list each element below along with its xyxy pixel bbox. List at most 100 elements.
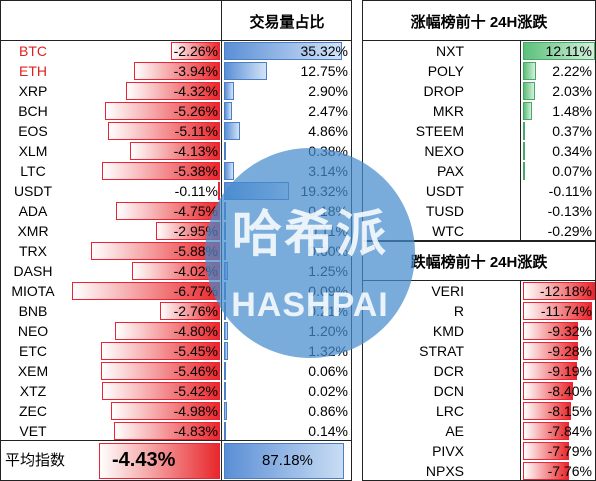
share-label: 2.90% bbox=[308, 83, 348, 99]
value-label: -9.32% bbox=[547, 323, 592, 339]
table-row: BCH -5.26% 2.47% bbox=[0, 101, 352, 121]
value-label: -7.84% bbox=[547, 423, 592, 439]
coin-name: XMR bbox=[17, 223, 49, 239]
coin-name: TRX bbox=[19, 243, 47, 259]
table-row: NXT 12.11% bbox=[362, 41, 596, 61]
value-label: 0.34% bbox=[552, 143, 592, 159]
change-label: -5.11% bbox=[174, 123, 218, 139]
change-label: -5.45% bbox=[173, 343, 218, 359]
footer-share-bar bbox=[224, 443, 344, 479]
coin-name: LRC bbox=[435, 403, 464, 419]
coin-name: XEM bbox=[17, 363, 49, 379]
coin-name: USDT bbox=[13, 183, 53, 199]
table-row: DCN -8.40% bbox=[362, 381, 596, 401]
value-bar bbox=[523, 62, 537, 80]
value-label: -8.40% bbox=[547, 383, 592, 399]
table-row: DCR -9.19% bbox=[362, 361, 596, 381]
table-row: DROP 2.03% bbox=[362, 81, 596, 101]
table-row: USDT -0.11% bbox=[362, 181, 596, 201]
change-label: -5.26% bbox=[173, 103, 218, 119]
coin-name: ETH bbox=[19, 63, 47, 79]
footer-change: -4.43% bbox=[112, 449, 176, 471]
coin-name: BNB bbox=[18, 303, 48, 319]
value-bar bbox=[523, 162, 525, 180]
share-bar bbox=[224, 382, 226, 400]
table-row: VET -4.83% 0.14% bbox=[0, 421, 352, 441]
coin-name: VET bbox=[19, 423, 47, 439]
share-bar bbox=[224, 342, 229, 360]
change-label: -4.83% bbox=[173, 423, 218, 439]
table-row: KMD -9.32% bbox=[362, 321, 596, 341]
table-row: LRC -8.15% bbox=[362, 401, 596, 421]
coin-name: MKR bbox=[432, 103, 464, 119]
table-row: VERI -12.18% bbox=[362, 281, 596, 301]
change-label: -5.38% bbox=[173, 163, 218, 179]
change-label: -4.75% bbox=[173, 203, 218, 219]
table-row: ZEC -4.98% 0.86% bbox=[0, 401, 352, 421]
share-bar bbox=[224, 322, 228, 340]
coin-name: VERI bbox=[431, 283, 464, 299]
change-label: -3.94% bbox=[173, 63, 218, 79]
table-row: NPXS -7.76% bbox=[362, 461, 596, 481]
coin-name: TUSD bbox=[425, 203, 464, 219]
coin-name: AE bbox=[445, 423, 464, 439]
value-bar bbox=[523, 122, 526, 140]
coin-name: USDT bbox=[425, 183, 464, 199]
value-label: -12.18% bbox=[539, 283, 592, 299]
coin-name: POLY bbox=[427, 63, 464, 79]
watermark-cn: 哈希派 bbox=[232, 204, 388, 263]
change-bar bbox=[105, 102, 220, 120]
losers-header: 跌幅榜前十 24H涨跌 bbox=[410, 254, 548, 271]
coin-name: MIOTA bbox=[11, 283, 55, 299]
change-bar bbox=[101, 382, 220, 400]
change-bar bbox=[100, 342, 220, 360]
coin-name: PIVX bbox=[432, 443, 464, 459]
coin-name: NXT bbox=[436, 43, 464, 59]
value-bar bbox=[523, 402, 572, 420]
share-bar bbox=[224, 122, 241, 140]
value-bar bbox=[523, 82, 536, 100]
change-bar bbox=[102, 162, 220, 180]
value-label: -11.74% bbox=[540, 303, 592, 319]
value-label: 0.37% bbox=[552, 123, 592, 139]
value-bar bbox=[523, 42, 595, 60]
coin-name: NEO bbox=[17, 323, 49, 339]
value-bar bbox=[523, 302, 593, 320]
change-label: -4.80% bbox=[173, 323, 218, 339]
share-label: 2.47% bbox=[308, 103, 348, 119]
table-row: STEEM 0.37% bbox=[362, 121, 596, 141]
share-label: 12.75% bbox=[300, 63, 348, 79]
change-label: -4.98% bbox=[173, 403, 218, 419]
value-label: -0.11% bbox=[548, 183, 592, 199]
footer-label: 平均指数 bbox=[5, 452, 66, 469]
share-bar bbox=[224, 162, 235, 180]
coin-name: DCN bbox=[433, 383, 464, 399]
value-bar bbox=[523, 442, 570, 460]
table-row: EOS -5.11% 4.86% bbox=[0, 121, 352, 141]
table-row: BTC -2.26% 35.32% bbox=[0, 41, 352, 61]
coin-name: ZEC bbox=[19, 403, 47, 419]
footer-share: 87.18% bbox=[262, 452, 313, 469]
value-label: 0.07% bbox=[552, 163, 592, 179]
coin-name: XTZ bbox=[19, 383, 47, 399]
coin-name: PAX bbox=[437, 163, 464, 179]
coin-name: KMD bbox=[432, 323, 464, 339]
value-bar bbox=[523, 282, 595, 300]
value-label: -0.29% bbox=[547, 223, 592, 239]
table-row: XTZ -5.42% 0.02% bbox=[0, 381, 352, 401]
change-label: -4.32% bbox=[173, 83, 218, 99]
losers-header-divider bbox=[362, 280, 596, 281]
value-bar bbox=[523, 342, 578, 360]
change-label: -5.42% bbox=[173, 383, 218, 399]
coin-name: BTC bbox=[19, 43, 47, 59]
change-label: -2.26% bbox=[173, 43, 218, 59]
value-label: -7.79% bbox=[547, 443, 592, 459]
coin-name: LTC bbox=[20, 163, 46, 179]
value-label: 2.22% bbox=[552, 63, 592, 79]
share-bar bbox=[224, 362, 226, 380]
table-row: NEXO 0.34% bbox=[362, 141, 596, 161]
coin-name: DROP bbox=[423, 83, 464, 99]
share-bar bbox=[224, 422, 226, 440]
table-row: XRP -4.32% 2.90% bbox=[0, 81, 352, 101]
coin-name: DASH bbox=[13, 263, 53, 279]
